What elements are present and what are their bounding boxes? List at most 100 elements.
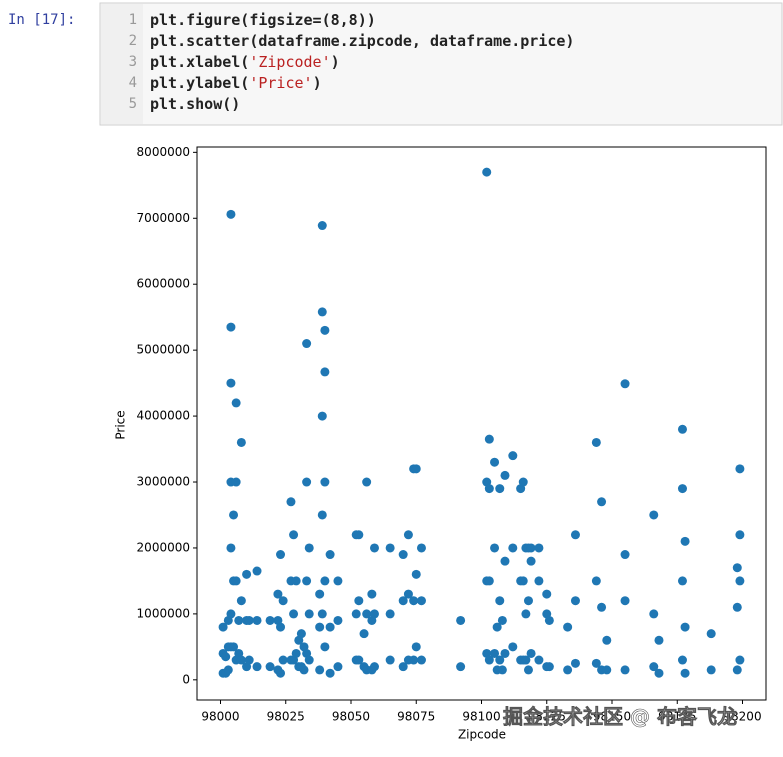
scatter-point xyxy=(497,665,507,675)
scatter-point xyxy=(732,665,742,675)
scatter-point xyxy=(456,615,466,625)
scatter-point xyxy=(521,609,531,619)
scatter-point xyxy=(654,668,664,678)
scatter-point xyxy=(286,497,296,507)
scatter-point xyxy=(563,622,573,632)
scatter-point xyxy=(735,530,745,540)
plot-frame xyxy=(196,146,767,701)
scatter-point xyxy=(244,655,254,665)
line-number: 4 xyxy=(129,75,137,91)
scatter-point xyxy=(518,477,528,487)
y-tick-label: 2000000 xyxy=(137,540,190,554)
code-line: plt.xlabel('Zipcode') xyxy=(150,53,340,71)
scatter-point xyxy=(398,596,408,606)
y-tick-label: 8000000 xyxy=(137,145,190,159)
scatter-point xyxy=(521,655,531,665)
scatter-point xyxy=(597,497,607,507)
scatter-point xyxy=(649,510,659,520)
scatter-point xyxy=(265,615,275,625)
scatter-point xyxy=(534,655,544,665)
scatter-point xyxy=(680,536,690,546)
scatter-point xyxy=(276,622,286,632)
y-tick-label: 3000000 xyxy=(137,475,190,489)
scatter-point xyxy=(534,576,544,586)
scatter-point xyxy=(320,642,330,652)
scatter-point xyxy=(367,589,377,599)
code-token: plt.show() xyxy=(150,95,240,113)
scatter-point xyxy=(333,615,343,625)
y-axis-label: Price xyxy=(114,410,128,439)
scatter-point xyxy=(226,209,236,219)
scatter-point xyxy=(526,648,536,658)
scatter-point xyxy=(570,658,580,668)
scatter-point xyxy=(706,629,716,639)
scatter-point xyxy=(563,665,573,675)
scatter-point xyxy=(276,550,286,560)
x-tick-label: 98050 xyxy=(332,710,370,724)
scatter-point xyxy=(226,322,236,332)
scatter-point xyxy=(333,662,343,672)
x-tick-label: 98175 xyxy=(658,710,696,724)
scatter-point xyxy=(276,668,286,678)
scatter-point xyxy=(226,378,236,388)
x-tick-label: 98025 xyxy=(267,710,305,724)
scatter-point xyxy=(403,589,413,599)
scatter-point xyxy=(236,655,246,665)
scatter-point xyxy=(649,662,659,672)
scatter-point xyxy=(500,556,510,566)
scatter-point xyxy=(411,464,421,474)
y-tick-label: 4000000 xyxy=(137,409,190,423)
scatter-point xyxy=(385,655,395,665)
scatter-point xyxy=(304,609,314,619)
scatter-point xyxy=(484,434,494,444)
scatter-point xyxy=(620,596,630,606)
scatter-point xyxy=(304,543,314,553)
scatter-point xyxy=(278,655,288,665)
y-tick-label: 6000000 xyxy=(137,277,190,291)
scatter-point xyxy=(416,655,426,665)
scatter-point xyxy=(490,457,500,467)
scatter-point xyxy=(317,221,327,231)
scatter-point xyxy=(320,367,330,377)
scatter-point xyxy=(495,484,505,494)
scatter-point xyxy=(680,668,690,678)
scatter-point xyxy=(508,642,518,652)
code-cell[interactable] xyxy=(99,2,783,126)
line-number: 3 xyxy=(129,54,137,70)
x-axis-label: Zipcode xyxy=(458,728,506,742)
scatter-point xyxy=(252,662,262,672)
scatter-point xyxy=(325,550,335,560)
scatter-point xyxy=(369,662,379,672)
scatter-point xyxy=(620,665,630,675)
scatter-point xyxy=(677,424,687,434)
scatter-point xyxy=(591,658,601,668)
scatter-point xyxy=(291,648,301,658)
scatter-point xyxy=(411,569,421,579)
scatter-point xyxy=(229,642,239,652)
scatter-point xyxy=(385,543,395,553)
scatter-point xyxy=(252,566,262,576)
y-tick-label: 5000000 xyxy=(137,343,190,357)
scatter-point xyxy=(542,589,552,599)
scatter-point xyxy=(523,665,533,675)
scatter-point xyxy=(315,589,325,599)
line-number: 1 xyxy=(129,12,137,28)
gutter xyxy=(101,4,143,124)
scatter-point xyxy=(654,635,664,645)
scatter-point xyxy=(732,563,742,573)
scatter-point xyxy=(649,609,659,619)
scatter-point xyxy=(362,609,372,619)
scatter-point xyxy=(218,622,228,632)
scatter-point xyxy=(526,556,536,566)
scatter-point xyxy=(236,437,246,447)
scatter-point xyxy=(291,576,301,586)
scatter-point xyxy=(602,665,612,675)
scatter-point xyxy=(325,668,335,678)
scatter-point xyxy=(495,596,505,606)
code-line: plt.scatter(dataframe.zipcode, dataframe… xyxy=(150,32,574,50)
watermark: 掘金技术社区 @ 布客飞龙 xyxy=(503,705,737,729)
scatter-point xyxy=(252,615,262,625)
scatter-point xyxy=(302,339,312,349)
scatter-point xyxy=(236,596,246,606)
